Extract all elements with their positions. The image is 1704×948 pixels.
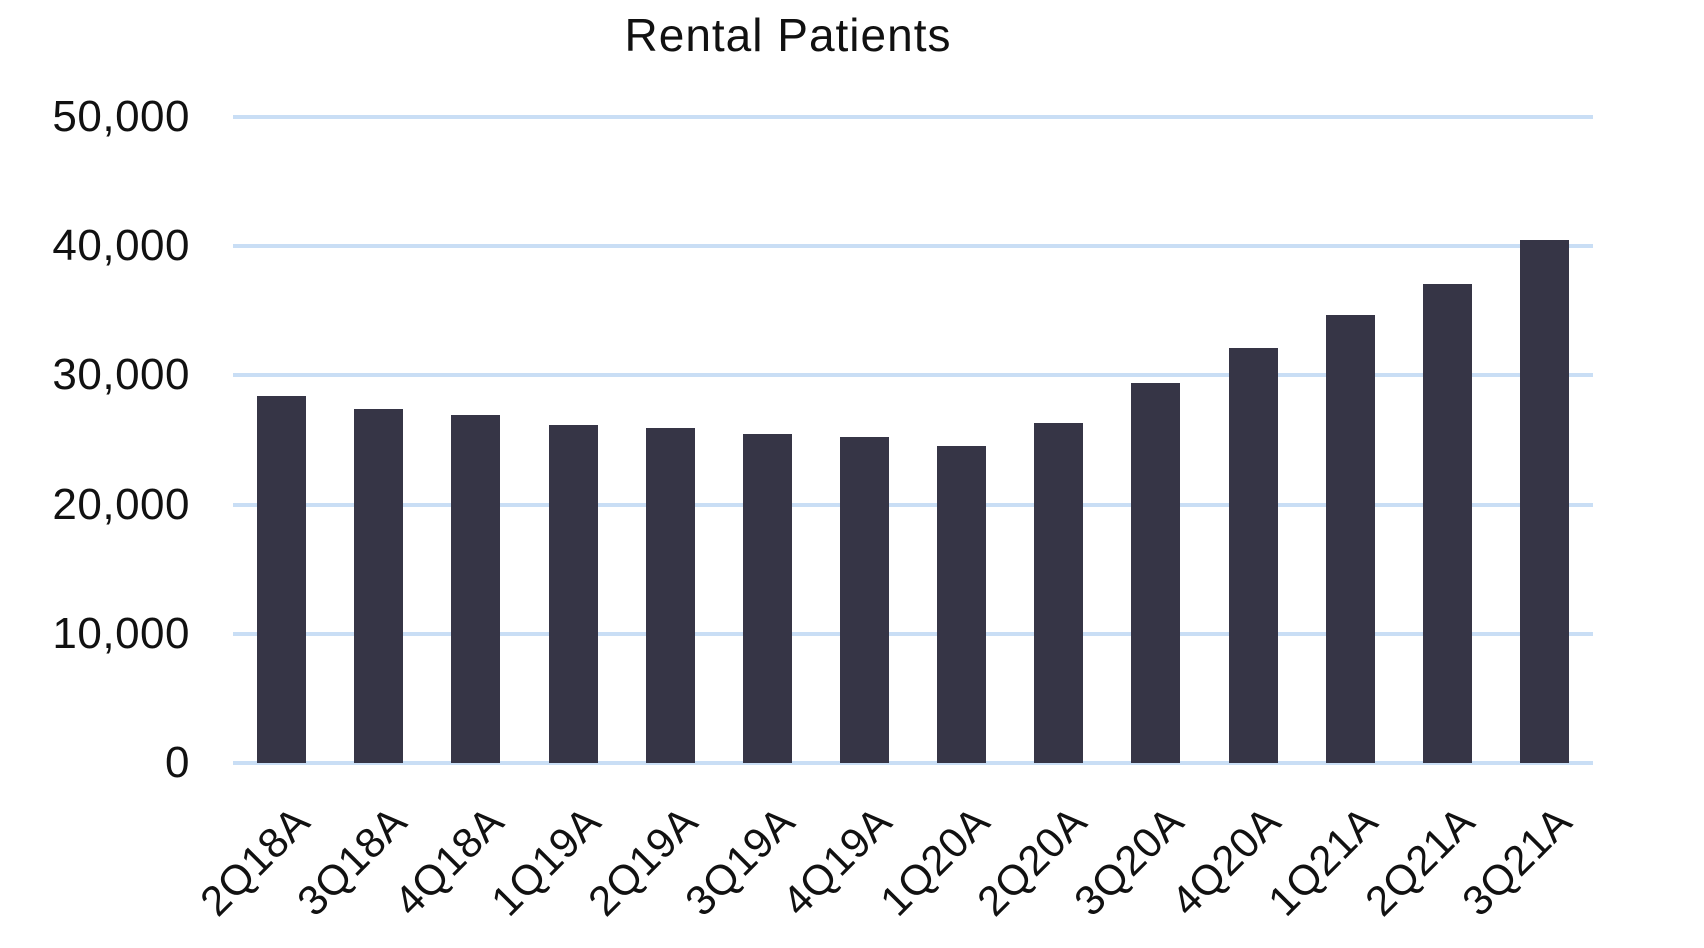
- x-tick-label-3Q20A: 3Q20A: [1064, 797, 1193, 925]
- gridline-0: [233, 761, 1593, 765]
- x-tick-label-4Q20A: 4Q20A: [1162, 797, 1290, 925]
- bar-2Q21A: [1422, 283, 1472, 763]
- x-tick-label-3Q19A: 3Q19A: [676, 797, 804, 925]
- x-tick-label-3Q21A: 3Q21A: [1453, 797, 1581, 925]
- y-tick-label-0: 0: [165, 738, 190, 787]
- x-tick-label-2Q18A: 2Q18A: [190, 797, 319, 925]
- bar-4Q20A: [1228, 348, 1278, 763]
- bar-4Q18A: [451, 415, 501, 763]
- x-tick-label-4Q18A: 4Q18A: [384, 797, 513, 925]
- bar-4Q19A: [839, 437, 889, 763]
- plot-area: [233, 115, 1593, 765]
- gridline-20000: [233, 502, 1593, 507]
- y-tick-label-40000: 40,000: [52, 221, 190, 271]
- y-tick-label-20000: 20,000: [52, 479, 190, 529]
- gridline-50000: [233, 115, 1593, 119]
- bar-3Q20A: [1131, 383, 1181, 763]
- x-tick-label-2Q19A: 2Q19A: [579, 797, 707, 925]
- x-tick-label-2Q20A: 2Q20A: [967, 797, 1096, 925]
- x-tick-label-2Q21A: 2Q21A: [1356, 797, 1484, 925]
- bar-3Q19A: [742, 433, 792, 763]
- bar-2Q20A: [1034, 423, 1084, 763]
- y-tick-label-10000: 10,000: [52, 608, 190, 658]
- gridline-40000: [233, 244, 1593, 249]
- bar-1Q19A: [548, 424, 598, 763]
- bar-3Q18A: [354, 409, 404, 763]
- bar-2Q19A: [645, 428, 695, 763]
- x-tick-label-1Q20A: 1Q20A: [870, 797, 999, 925]
- bar-2Q18A: [257, 396, 307, 763]
- gridline-10000: [233, 631, 1593, 636]
- bar-1Q21A: [1325, 314, 1375, 763]
- chart-title: Rental Patients: [624, 9, 952, 61]
- y-tick-label-50000: 50,000: [52, 92, 190, 141]
- y-tick-label-30000: 30,000: [52, 350, 190, 400]
- bar-3Q21A: [1519, 240, 1569, 763]
- x-tick-label-4Q19A: 4Q19A: [773, 797, 901, 925]
- bar-1Q20A: [937, 446, 987, 763]
- x-tick-label-3Q18A: 3Q18A: [287, 797, 416, 925]
- x-tick-label-1Q21A: 1Q21A: [1259, 797, 1387, 925]
- gridline-30000: [233, 373, 1593, 378]
- x-tick-label-1Q19A: 1Q19A: [482, 797, 610, 925]
